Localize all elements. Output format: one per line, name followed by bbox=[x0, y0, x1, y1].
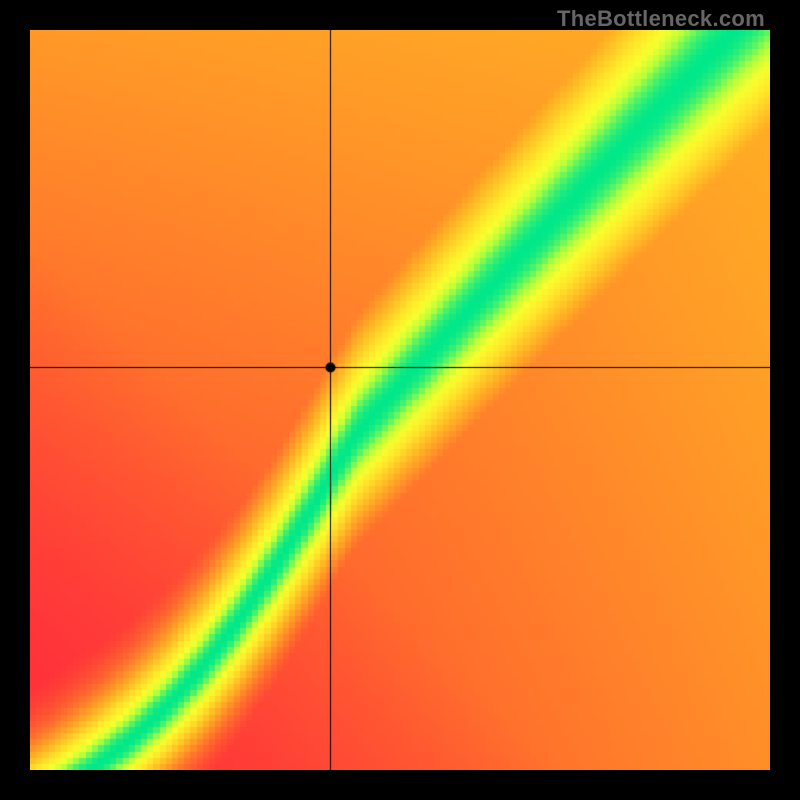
bottleneck-heatmap bbox=[30, 30, 770, 770]
watermark-text: TheBottleneck.com bbox=[557, 6, 765, 32]
chart-root: TheBottleneck.com bbox=[0, 0, 800, 800]
